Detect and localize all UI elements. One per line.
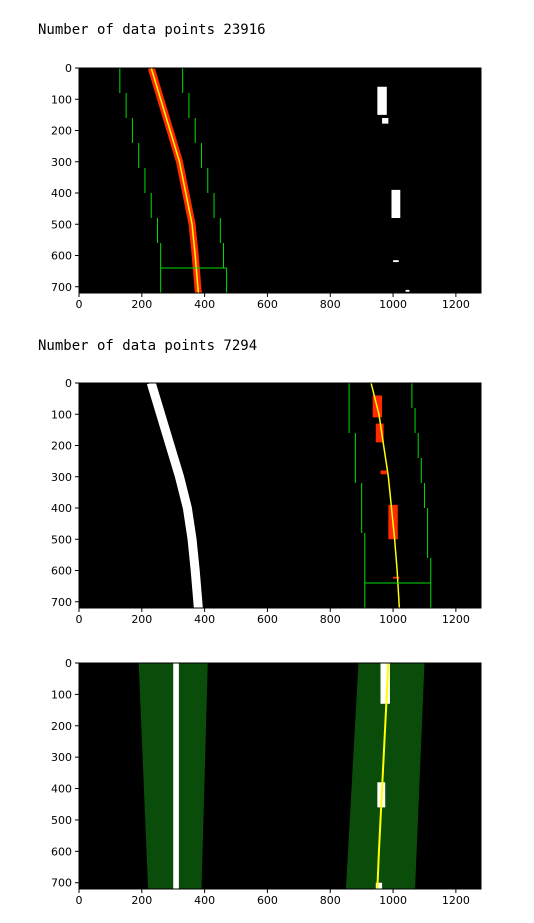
y-tick-label: 500: [51, 218, 72, 231]
right-lane-pixels: [380, 470, 387, 475]
left-lane-pixels: [173, 663, 179, 889]
search-window: [364, 532, 429, 559]
y-tick-label: 0: [65, 657, 72, 670]
y-tick-label: 300: [51, 751, 72, 764]
x-tick-label: 0: [76, 613, 83, 626]
left-lane-fit-line: [150, 67, 200, 294]
y-tick-label: 400: [51, 783, 72, 796]
x-tick-label: 600: [257, 894, 278, 907]
x-tick-label: 600: [257, 298, 278, 311]
y-tick-label: 100: [51, 688, 72, 701]
y-tick-label: 200: [51, 125, 72, 138]
right-lane-pixels: [375, 423, 384, 443]
x-tick-label: 200: [131, 613, 152, 626]
x-tick-label: 200: [131, 894, 152, 907]
x-tick-label: 400: [194, 613, 215, 626]
y-tick-label: 700: [51, 877, 72, 890]
x-tick-label: 0: [76, 894, 83, 907]
x-tick-label: 1000: [379, 894, 407, 907]
search-window: [361, 507, 429, 534]
y-tick-label: 400: [51, 502, 72, 515]
search-window: [160, 267, 228, 294]
y-tick-label: 100: [51, 408, 72, 421]
plot-frame: [78, 382, 482, 609]
y-tick-label: 500: [51, 533, 72, 546]
lane-pixels-right: [391, 189, 401, 218]
y-tick-label: 600: [51, 250, 72, 263]
y-tick-label: 600: [51, 565, 72, 578]
search-window: [131, 117, 196, 144]
y-tick-label: 300: [51, 156, 72, 169]
right-lane-fit-line: [376, 662, 390, 890]
x-tick-label: 800: [320, 894, 341, 907]
x-tick-label: 1000: [379, 298, 407, 311]
search-window: [354, 432, 419, 459]
y-tick-label: 100: [51, 93, 72, 106]
plot-background: [79, 383, 481, 608]
y-tick-label: 500: [51, 814, 72, 827]
right-lane-fit-line: [370, 382, 401, 609]
search-window: [348, 382, 413, 409]
right-lane-pixels: [375, 882, 383, 889]
right-lane-pixels: [393, 576, 400, 579]
lane-pixels-right: [377, 86, 387, 115]
right-lane-pixels: [380, 663, 390, 704]
x-tick-label: 800: [320, 613, 341, 626]
search-window: [364, 582, 432, 609]
x-tick-label: 400: [194, 298, 215, 311]
search-window: [354, 457, 422, 484]
y-tick-label: 0: [65, 62, 72, 75]
x-tick-label: 0: [76, 298, 83, 311]
lane-pixels-right: [382, 118, 389, 124]
lane-pixels-right: [405, 289, 410, 292]
x-tick-label: 800: [320, 298, 341, 311]
y-tick-label: 0: [65, 377, 72, 390]
x-tick-label: 200: [131, 298, 152, 311]
plot-background: [79, 68, 481, 293]
y-tick-label: 300: [51, 471, 72, 484]
output-text-2: Number of data points 7294: [38, 338, 258, 354]
y-tick-label: 400: [51, 187, 72, 200]
x-tick-label: 400: [194, 894, 215, 907]
output-text-1: Number of data points 23916: [38, 22, 266, 38]
plot-frame: [78, 67, 482, 294]
search-window: [125, 92, 190, 119]
y-tick-label: 700: [51, 281, 72, 294]
y-tick-label: 200: [51, 720, 72, 733]
search-window: [157, 217, 221, 244]
x-tick-label: 600: [257, 613, 278, 626]
y-tick-label: 700: [51, 596, 72, 609]
search-window: [119, 67, 184, 94]
left-lane-pixels: [146, 381, 203, 609]
search-window: [138, 142, 202, 169]
search-window: [144, 167, 209, 194]
x-tick-label: 1200: [442, 613, 470, 626]
x-tick-label: 1200: [442, 894, 470, 907]
search-window: [364, 557, 432, 584]
x-tick-label: 1200: [442, 298, 470, 311]
x-tick-label: 1000: [379, 613, 407, 626]
search-window: [361, 482, 425, 509]
y-tick-label: 200: [51, 440, 72, 453]
y-tick-label: 600: [51, 845, 72, 858]
search-window: [160, 242, 224, 269]
plot-frame: [78, 662, 482, 890]
lane-pixels-right: [393, 260, 399, 263]
right-lane-band: [345, 663, 425, 889]
search-window: [348, 407, 416, 434]
search-window: [150, 192, 215, 219]
